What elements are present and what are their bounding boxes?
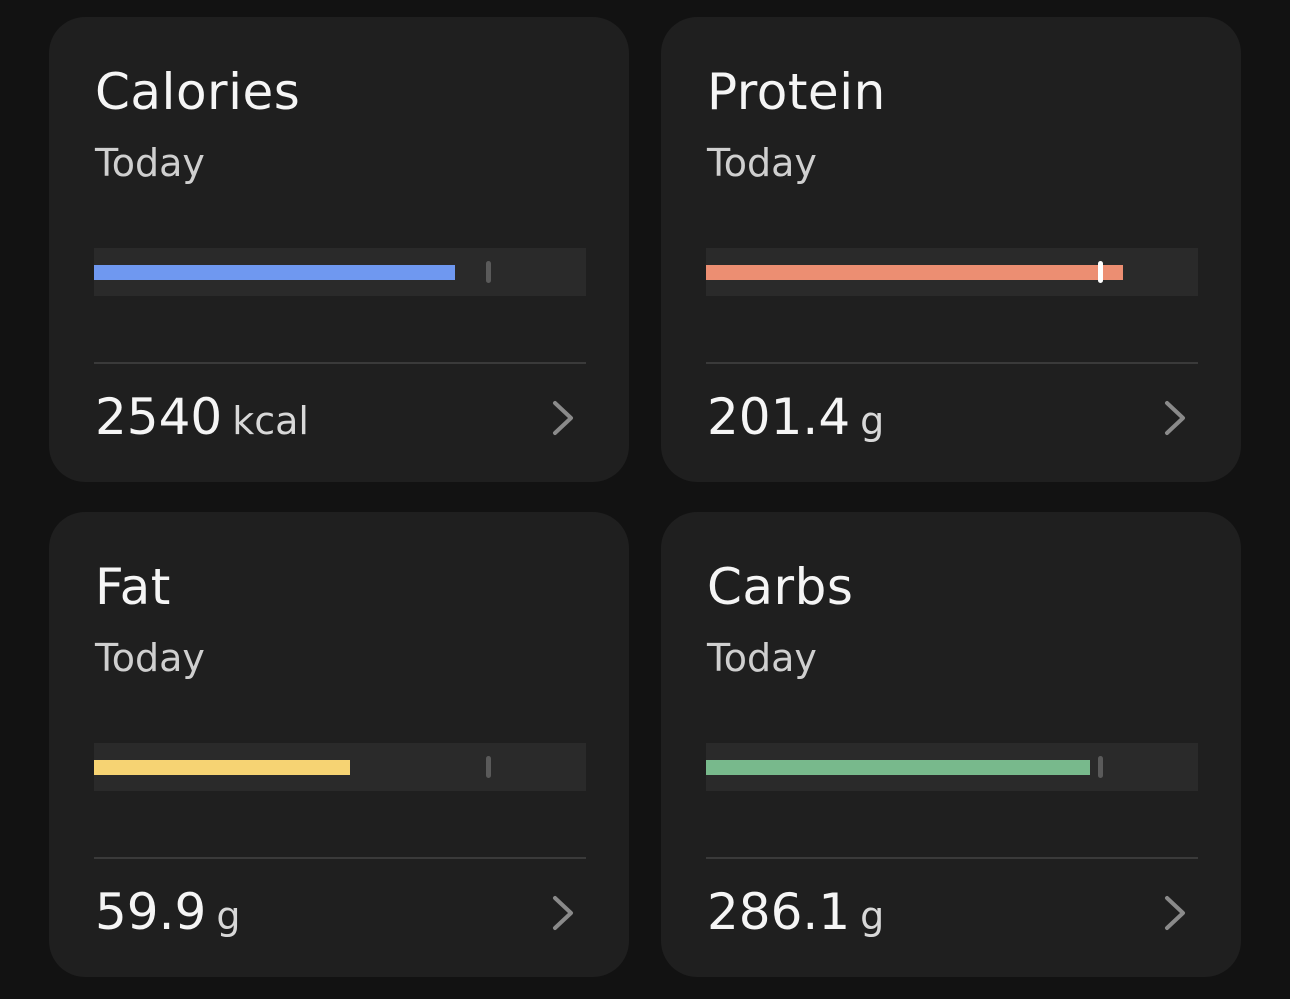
progress-track [94, 248, 586, 296]
value-row: 286.1 g [707, 887, 1201, 957]
goal-marker [485, 261, 491, 283]
progress-fill [706, 265, 1124, 280]
value-number: 201.4 [707, 388, 851, 446]
progress-fill [94, 265, 456, 280]
value-row: 201.4 g [707, 392, 1201, 462]
card-title: Carbs [707, 558, 854, 616]
progress-track [706, 743, 1198, 791]
calories-card[interactable]: Calories Today 2540 kcal [49, 17, 629, 482]
progress-fill [706, 760, 1091, 775]
card-subtitle: Today [95, 141, 205, 185]
value-number: 286.1 [707, 883, 851, 941]
divider [94, 857, 586, 859]
chevron-right-icon[interactable] [1159, 400, 1189, 436]
card-title: Fat [95, 558, 171, 616]
goal-marker [485, 756, 491, 778]
divider [94, 362, 586, 364]
value-unit: kcal [232, 399, 309, 443]
chevron-right-icon[interactable] [547, 400, 577, 436]
card-title: Calories [95, 63, 301, 121]
goal-marker [1097, 756, 1103, 778]
progress-fill [94, 760, 351, 775]
fat-card[interactable]: Fat Today 59.9 g [49, 512, 629, 977]
value-unit: g [860, 894, 885, 938]
chevron-right-icon[interactable] [1159, 895, 1189, 931]
value-row: 59.9 g [95, 887, 589, 957]
value-number: 2540 [95, 388, 223, 446]
divider [706, 857, 1198, 859]
card-subtitle: Today [707, 141, 817, 185]
carbs-card[interactable]: Carbs Today 286.1 g [661, 512, 1241, 977]
card-title: Protein [707, 63, 886, 121]
value-unit: g [216, 894, 241, 938]
value-number: 59.9 [95, 883, 207, 941]
value-row: 2540 kcal [95, 392, 589, 462]
goal-marker [1097, 261, 1103, 283]
value-unit: g [860, 399, 885, 443]
card-subtitle: Today [95, 636, 205, 680]
divider [706, 362, 1198, 364]
progress-track [94, 743, 586, 791]
progress-track [706, 248, 1198, 296]
chevron-right-icon[interactable] [547, 895, 577, 931]
protein-card[interactable]: Protein Today 201.4 g [661, 17, 1241, 482]
card-subtitle: Today [707, 636, 817, 680]
